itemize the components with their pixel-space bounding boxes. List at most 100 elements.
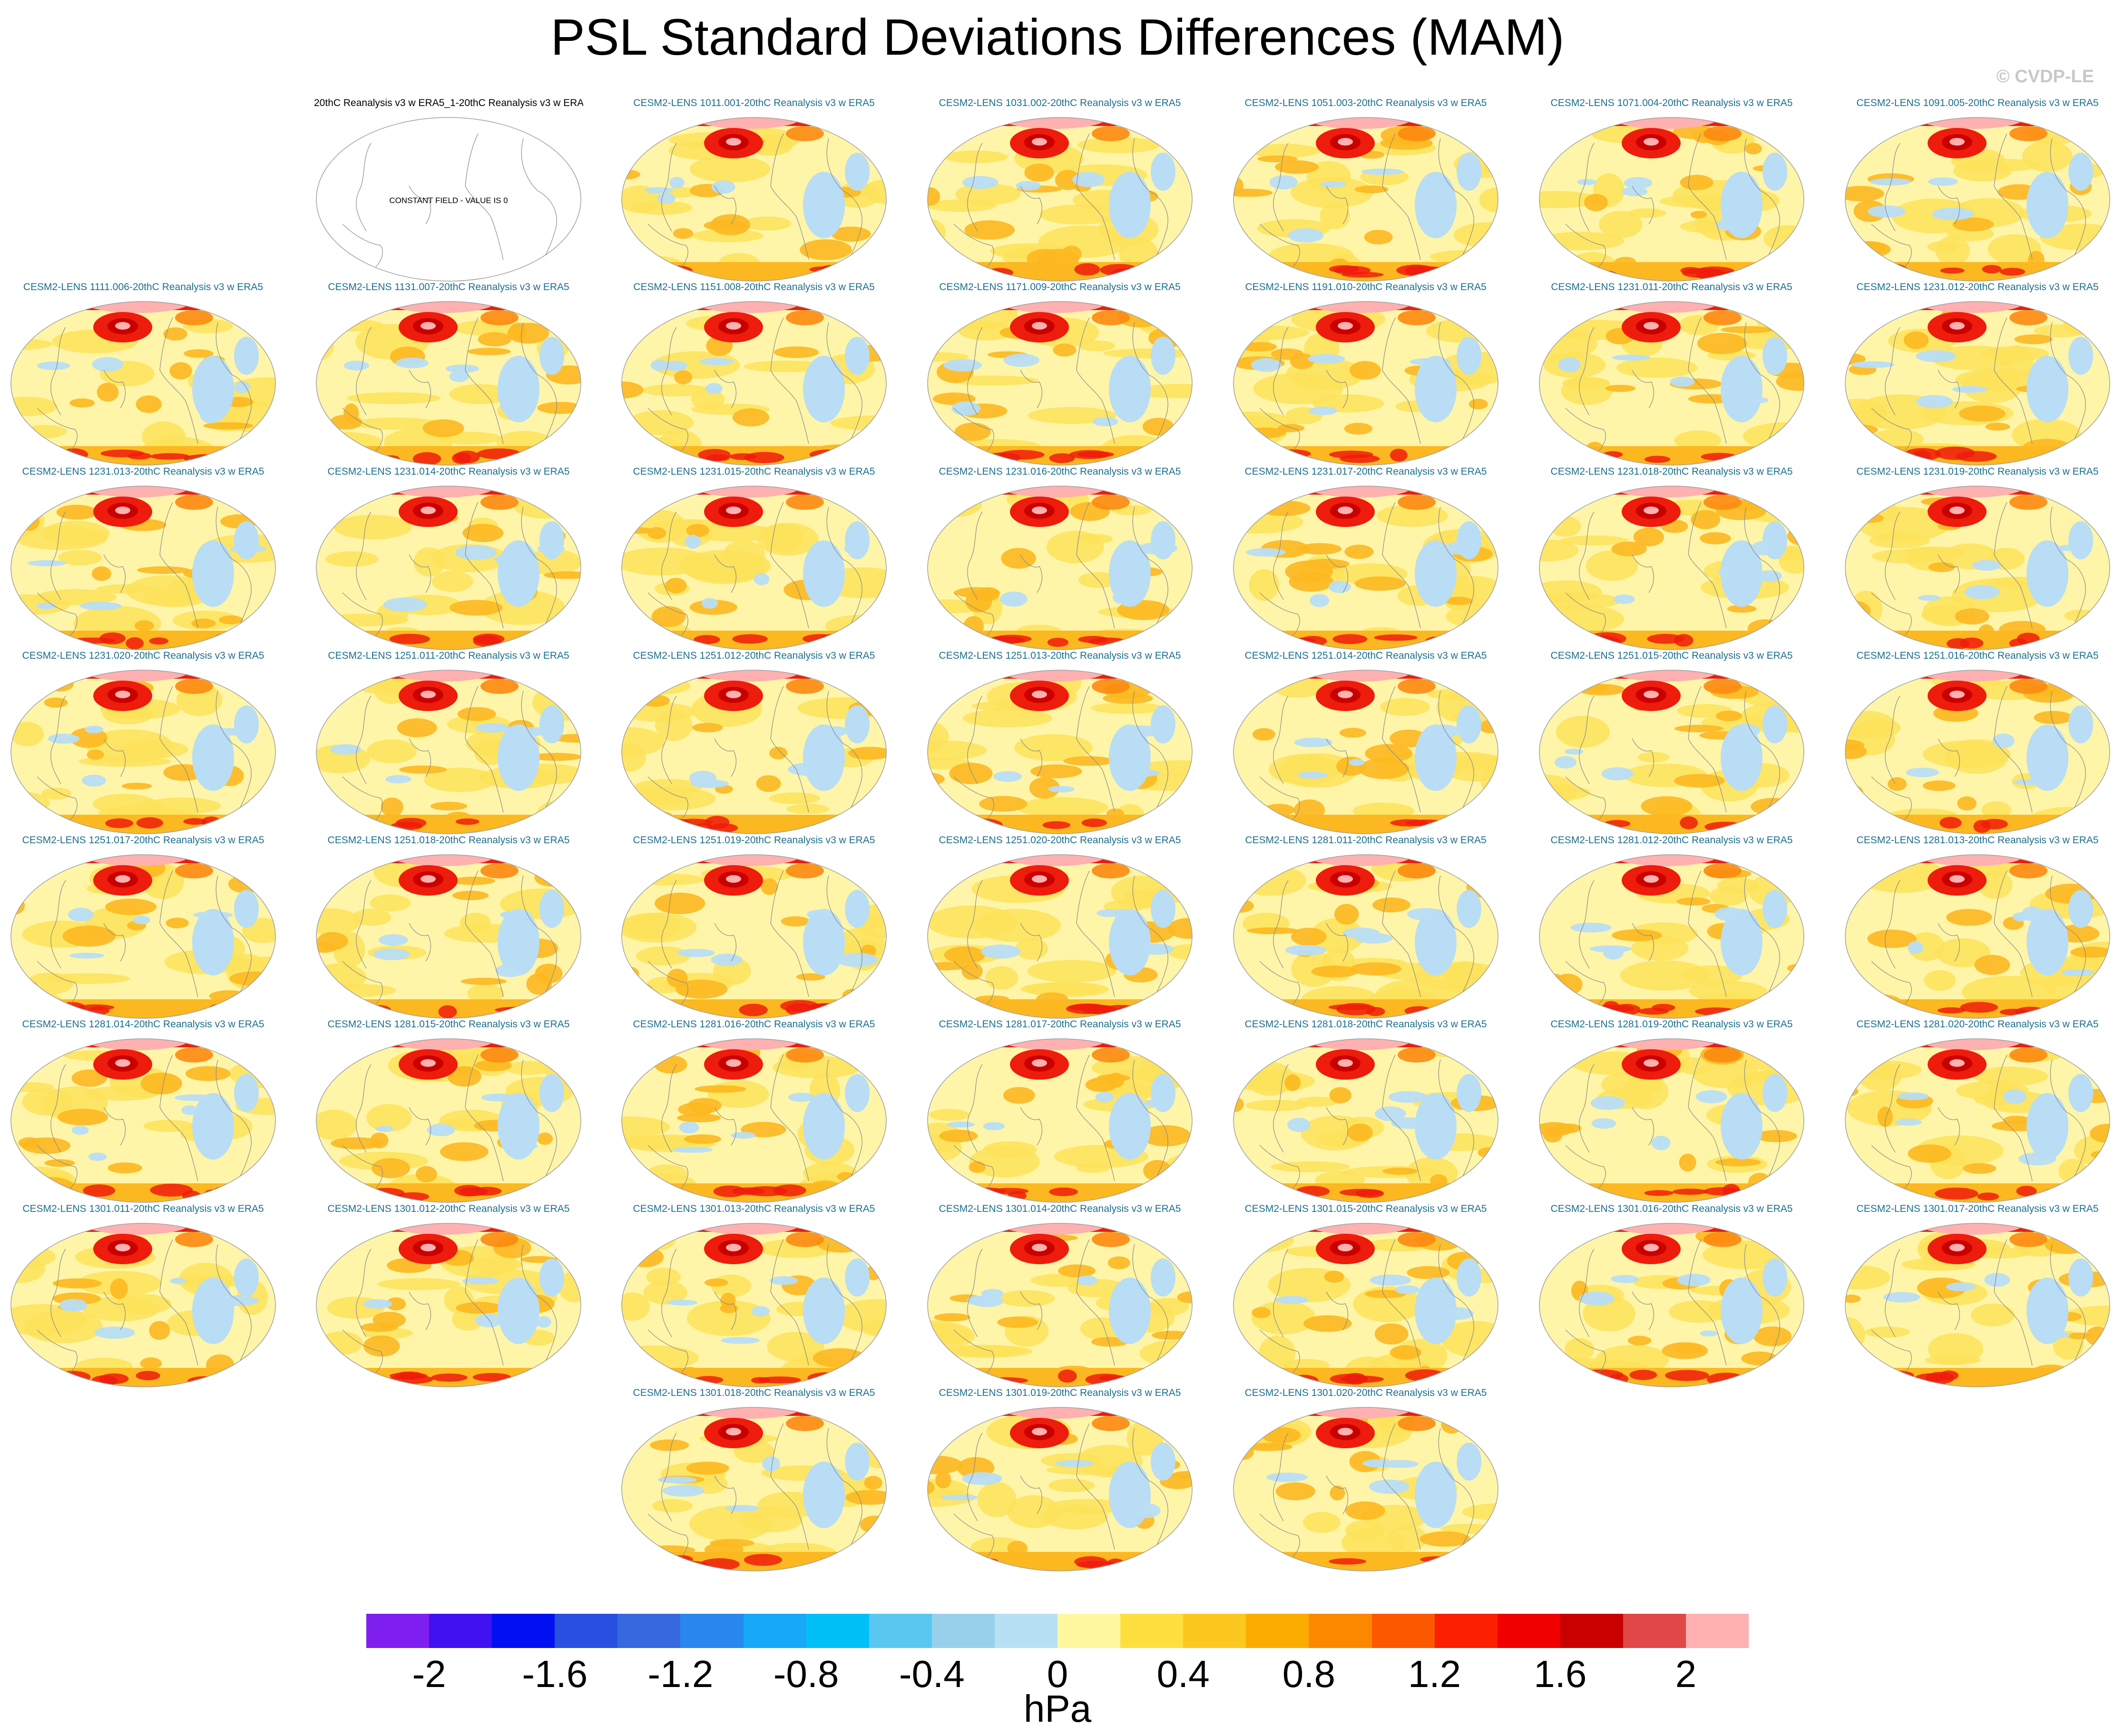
colorbar-units: hPa: [1023, 1687, 1092, 1730]
map-panel: CESM2-LENS 1281.013-20thC Reanalysis v3 …: [1843, 835, 2112, 1020]
map-panel: CESM2-LENS 1251.013-20thC Reanalysis v3 …: [925, 650, 1195, 836]
panel-title: CESM2-LENS 1231.020-20thC Reanalysis v3 …: [22, 650, 264, 661]
panel-title: CESM2-LENS 1231.014-20thC Reanalysis v3 …: [327, 466, 570, 477]
map-panel: CESM2-LENS 1301.020-20thC Reanalysis v3 …: [1231, 1387, 1500, 1573]
map-plot: [621, 301, 887, 466]
panel-title: CESM2-LENS 1171.009-20thC Reanalysis v3 …: [939, 282, 1181, 293]
colorbar-tick-label: 1.6: [1534, 1653, 1587, 1695]
map-panel: CESM2-LENS 1151.008-20thC Reanalysis v3 …: [619, 282, 889, 467]
map-panel: CESM2-LENS 1301.013-20thC Reanalysis v3 …: [619, 1203, 889, 1389]
panel-title: CESM2-LENS 1231.015-20thC Reanalysis v3 …: [633, 466, 875, 477]
map-outline: [1845, 670, 2110, 834]
map-outline: [927, 1223, 1193, 1387]
map-plot: [1539, 1223, 1804, 1387]
map-outline: [316, 486, 581, 650]
map-outline: [1233, 670, 1498, 834]
map-outline: [1539, 117, 1804, 282]
map-outline: [1845, 1223, 2110, 1387]
panel-title: CESM2-LENS 1191.010-20thC Reanalysis v3 …: [1245, 282, 1487, 293]
map-panel: CESM2-LENS 1231.016-20thC Reanalysis v3 …: [925, 466, 1195, 652]
map-panel: CESM2-LENS 1231.011-20thC Reanalysis v3 …: [1537, 282, 1806, 467]
map-plot: [927, 670, 1193, 834]
map-panel: CESM2-LENS 1251.020-20thC Reanalysis v3 …: [925, 835, 1195, 1020]
map-panel: CESM2-LENS 1301.014-20thC Reanalysis v3 …: [925, 1203, 1195, 1389]
map-plot: [10, 486, 276, 650]
panel-title: 20thC Reanalysis v3 w ERA5_1-20thC Reana…: [314, 98, 583, 108]
map-plot: [1845, 670, 2110, 834]
map-plot: [1539, 670, 1804, 834]
map-panel: CESM2-LENS 1301.012-20thC Reanalysis v3 …: [314, 1203, 583, 1389]
panel-title: CESM2-LENS 1251.013-20thC Reanalysis v3 …: [939, 650, 1181, 661]
map-panel: CESM2-LENS 1231.012-20thC Reanalysis v3 …: [1843, 282, 2112, 467]
colorbar-swatch: [680, 1614, 744, 1648]
panel-title: CESM2-LENS 1251.020-20thC Reanalysis v3 …: [939, 835, 1181, 846]
map-plot: [1539, 301, 1804, 466]
colorbar-tick-label: -1.6: [522, 1653, 588, 1695]
panel-title: CESM2-LENS 1231.018-20thC Reanalysis v3 …: [1550, 466, 1793, 477]
panel-title: CESM2-LENS 1301.016-20thC Reanalysis v3 …: [1550, 1203, 1793, 1214]
panel-title: CESM2-LENS 1231.012-20thC Reanalysis v3 …: [1856, 282, 2099, 293]
map-outline: [316, 301, 581, 466]
map-panel: CESM2-LENS 1071.004-20thC Reanalysis v3 …: [1537, 98, 1806, 283]
colorbar-swatch: [1623, 1614, 1686, 1648]
map-outline: [10, 486, 276, 650]
map-outline: [927, 486, 1193, 650]
colorbar-tick-label: -0.4: [899, 1653, 965, 1695]
credit-label: © CVDP-LE: [1996, 67, 2094, 87]
panel-title: CESM2-LENS 1051.003-20thC Reanalysis v3 …: [1244, 98, 1487, 108]
panel-title: CESM2-LENS 1251.017-20thC Reanalysis v3 …: [22, 835, 264, 846]
colorbar-swatch: [1309, 1614, 1372, 1648]
map-plot: [1539, 854, 1804, 1019]
panel-title: CESM2-LENS 1281.019-20thC Reanalysis v3 …: [1550, 1019, 1793, 1030]
map-plot: [316, 486, 581, 650]
colorbar-tick-label: -0.8: [773, 1653, 839, 1695]
map-plot: [621, 117, 887, 282]
map-plot: [10, 854, 276, 1019]
map-plot: [927, 1038, 1193, 1203]
map-outline: [1539, 486, 1804, 650]
map-outline: [1539, 670, 1804, 834]
colorbar-swatch: [1497, 1614, 1560, 1648]
panel-title: CESM2-LENS 1301.019-20thC Reanalysis v3 …: [939, 1387, 1181, 1398]
map-outline: [316, 1038, 581, 1203]
map-outline: [316, 854, 581, 1019]
panel-title: CESM2-LENS 1071.004-20thC Reanalysis v3 …: [1550, 98, 1793, 108]
map-panel: CESM2-LENS 1281.014-20thC Reanalysis v3 …: [9, 1019, 278, 1204]
map-panel: CESM2-LENS 1301.011-20thC Reanalysis v3 …: [9, 1203, 278, 1389]
map-panel: CESM2-LENS 1301.017-20thC Reanalysis v3 …: [1843, 1203, 2112, 1389]
map-outline: [1233, 1407, 1498, 1571]
map-outline: [927, 1038, 1193, 1203]
panel-title: CESM2-LENS 1231.016-20thC Reanalysis v3 …: [939, 466, 1181, 477]
map-outline: [1233, 1223, 1498, 1387]
colorbar: [366, 1614, 1749, 1648]
map-plot: [10, 1038, 276, 1203]
panel-title: CESM2-LENS 1251.014-20thC Reanalysis v3 …: [1244, 650, 1487, 661]
map-outline: [1845, 1038, 2110, 1203]
panel-title: CESM2-LENS 1111.006-20thC Reanalysis v3 …: [23, 282, 264, 293]
map-panel: CESM2-LENS 1251.017-20thC Reanalysis v3 …: [9, 835, 278, 1020]
map-panel: CESM2-LENS 1281.011-20thC Reanalysis v3 …: [1231, 835, 1500, 1020]
map-outline: [1845, 301, 2110, 466]
map-outline: [621, 1038, 887, 1203]
map-panel: CESM2-LENS 1231.019-20thC Reanalysis v3 …: [1843, 466, 2112, 652]
map-panel: CESM2-LENS 1251.012-20thC Reanalysis v3 …: [619, 650, 889, 836]
map-panel: CESM2-LENS 1231.014-20thC Reanalysis v3 …: [314, 466, 583, 652]
map-plot: [1233, 301, 1498, 466]
map-outline: [10, 301, 276, 466]
panel-title: CESM2-LENS 1251.011-20thC Reanalysis v3 …: [328, 650, 569, 661]
colorbar-swatch: [806, 1614, 869, 1648]
colorbar-swatch: [555, 1614, 618, 1648]
map-outline: [10, 854, 276, 1019]
map-panel: CESM2-LENS 1191.010-20thC Reanalysis v3 …: [1231, 282, 1500, 467]
map-plot: [927, 301, 1193, 466]
map-plot: [316, 854, 581, 1019]
map-plot: [621, 854, 887, 1019]
map-outline: [621, 117, 887, 282]
map-plot: [1845, 486, 2110, 650]
map-plot: [1845, 301, 2110, 466]
map-plot: [1845, 1038, 2110, 1203]
map-plot: [1233, 117, 1498, 282]
panel-title: CESM2-LENS 1251.012-20thC Reanalysis v3 …: [633, 650, 875, 661]
map-outline: [1233, 1038, 1498, 1203]
map-panel: CESM2-LENS 1251.018-20thC Reanalysis v3 …: [314, 835, 583, 1020]
